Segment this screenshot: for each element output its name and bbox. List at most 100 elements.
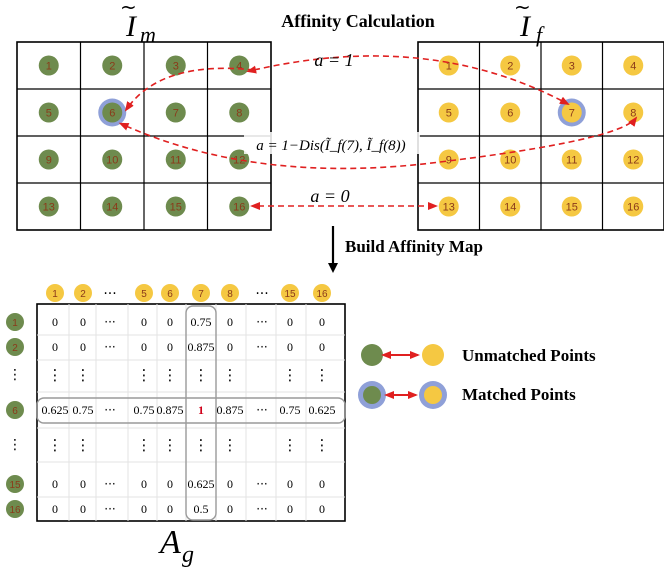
right-grid-point-label-8: 8 <box>630 108 636 120</box>
matrix-cell: 0.75 <box>280 403 301 417</box>
right-grid-point-label-7: 7 <box>569 108 575 120</box>
right-grid-point-label-16: 16 <box>627 202 639 214</box>
left-grid-point-label-16: 16 <box>233 202 245 214</box>
col-header-9: 16 <box>313 284 331 302</box>
col-header-label: 5 <box>141 289 147 300</box>
right-grid-cell-6: 6 <box>500 102 521 123</box>
legend: Unmatched Points Matched Points <box>358 344 596 409</box>
left-grid-point-label-9: 9 <box>46 155 52 167</box>
right-grid-point-label-13: 13 <box>443 202 455 214</box>
matrix-cell: 0 <box>141 315 147 329</box>
matrix-cell: ⋮ <box>48 436 63 454</box>
right-grid-cell-2: 2 <box>500 55 521 76</box>
row-header-1: 2 <box>6 338 24 356</box>
legend-unmatched-label: Unmatched Points <box>462 346 596 365</box>
col-header-dot <box>313 284 331 302</box>
right-grid-cell-14: 14 <box>500 196 521 217</box>
left-grid-point-3 <box>165 55 186 76</box>
matrix-cell: 0.5 <box>194 502 209 516</box>
left-grid-point-1 <box>38 55 59 76</box>
matrix-cell: 0 <box>167 315 173 329</box>
left-grid-point-label-10: 10 <box>106 155 118 167</box>
arrow-a2 <box>118 116 638 170</box>
right-grid-point-label-3: 3 <box>569 61 575 73</box>
right-grid-cell-9: 9 <box>438 149 459 170</box>
right-grid-point-4 <box>623 55 644 76</box>
left-grid-point-13 <box>38 196 59 217</box>
left-grid-point-label-3: 3 <box>173 61 179 73</box>
col-header-dot <box>192 284 210 302</box>
col-header-dot <box>221 284 239 302</box>
right-grid-point-label-11: 11 <box>566 155 577 167</box>
row-header-dot <box>6 338 24 356</box>
matrix-cell: 0 <box>52 315 58 329</box>
left-grid-point-9 <box>38 149 59 170</box>
build-label: Build Affinity Map <box>345 237 483 256</box>
col-header-1: 2 <box>74 284 92 302</box>
matrix-cell: 0 <box>227 477 233 491</box>
row-header-ellipsis: ⋮ <box>8 367 22 383</box>
matrix-cell: 0.75 <box>134 403 155 417</box>
row-header-label: 6 <box>12 406 18 417</box>
matrix-cell: 1 <box>198 403 204 417</box>
row-header-label: 15 <box>9 480 21 491</box>
matrix-cell: 0 <box>141 502 147 516</box>
matrix-cell: 0 <box>319 340 325 354</box>
right-grid-point-label-2: 2 <box>507 61 513 73</box>
matrix-cell: ⋮ <box>315 366 330 384</box>
right-grid-cell-4: 4 <box>623 55 644 76</box>
col-header-dot <box>135 284 153 302</box>
col-header-ellipsis: ··· <box>103 286 116 302</box>
left-grid-cell-4: 4 <box>229 55 250 76</box>
svg-text:I: I <box>519 10 532 43</box>
matrix-cell: 0 <box>167 502 173 516</box>
left-grid-cell-6: 6 <box>98 98 127 127</box>
matrix-cell: ··· <box>104 403 115 417</box>
matrix-cell: ⋮ <box>137 436 152 454</box>
matrix-cell: ⋮ <box>194 436 209 454</box>
col-header-label: 16 <box>316 289 328 300</box>
right-grid-cell-16: 16 <box>623 196 644 217</box>
col-header-dot <box>281 284 299 302</box>
right-grid-point-label-10: 10 <box>504 155 516 167</box>
matrix-cell: ⋮ <box>315 436 330 454</box>
matrix-cell: ··· <box>104 502 115 516</box>
right-grid-cell-13: 13 <box>438 196 459 217</box>
row-header-6: 16 <box>6 500 24 518</box>
legend-matched-green-dot <box>363 386 381 404</box>
matrix-cell: 0 <box>141 340 147 354</box>
col-header-label: 2 <box>80 289 86 300</box>
right-grid-point-9 <box>438 149 459 170</box>
left-grid-point-label-7: 7 <box>173 108 179 120</box>
left-grid-point-label-4: 4 <box>236 61 242 73</box>
left-grid-point-12 <box>229 149 250 170</box>
arrow-a1-left <box>124 67 255 112</box>
arrow-label-a3: a = 0 <box>310 186 349 206</box>
matrix-cell: 0 <box>167 477 173 491</box>
left-grid-cell-7: 7 <box>165 102 186 123</box>
matrix-cell: 0.75 <box>191 315 212 329</box>
left-grid-cell-11: 11 <box>165 149 186 170</box>
left-grid-point-11 <box>165 149 186 170</box>
right-grid-point-label-14: 14 <box>504 202 516 214</box>
col-header-label: 1 <box>52 289 58 300</box>
matrix-cell: ⋮ <box>163 436 178 454</box>
left-grid-point-label-1: 1 <box>46 61 52 73</box>
matrix-cell: ⋮ <box>48 366 63 384</box>
left-grid-point-6 <box>102 102 123 123</box>
row-header-dot <box>6 500 24 518</box>
matrix-cell: 0 <box>52 340 58 354</box>
left-grid-point-label-15: 15 <box>170 202 182 214</box>
highlight-column <box>185 305 217 521</box>
highlight-row <box>36 397 346 424</box>
affinity-matrix: 1 2 ··· 5 6 7 8 ··· 15 16 1 2 ⋮ 6 ⋮ 15 16 0 0 ··· 0 0 0.75 0 ···… <box>6 284 346 522</box>
arrow-a1 <box>246 55 570 105</box>
row-header-label: 2 <box>12 343 18 354</box>
row-header-dot <box>6 313 24 331</box>
matrix-cell: ⋮ <box>283 436 298 454</box>
row-header-4: ⋮ <box>8 437 22 453</box>
matrix-cell: ⋮ <box>283 366 298 384</box>
matrix-cell: ⋮ <box>163 366 178 384</box>
right-grid-cell-10: 10 <box>500 149 521 170</box>
left-grid-point-label-11: 11 <box>170 155 181 167</box>
